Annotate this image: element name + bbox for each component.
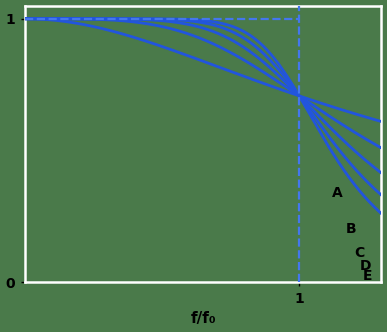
Text: A: A: [332, 186, 343, 200]
Text: C: C: [354, 246, 364, 260]
Text: B: B: [346, 222, 356, 236]
Text: E: E: [362, 269, 372, 283]
Text: D: D: [360, 259, 371, 273]
X-axis label: f/f₀: f/f₀: [190, 311, 216, 326]
